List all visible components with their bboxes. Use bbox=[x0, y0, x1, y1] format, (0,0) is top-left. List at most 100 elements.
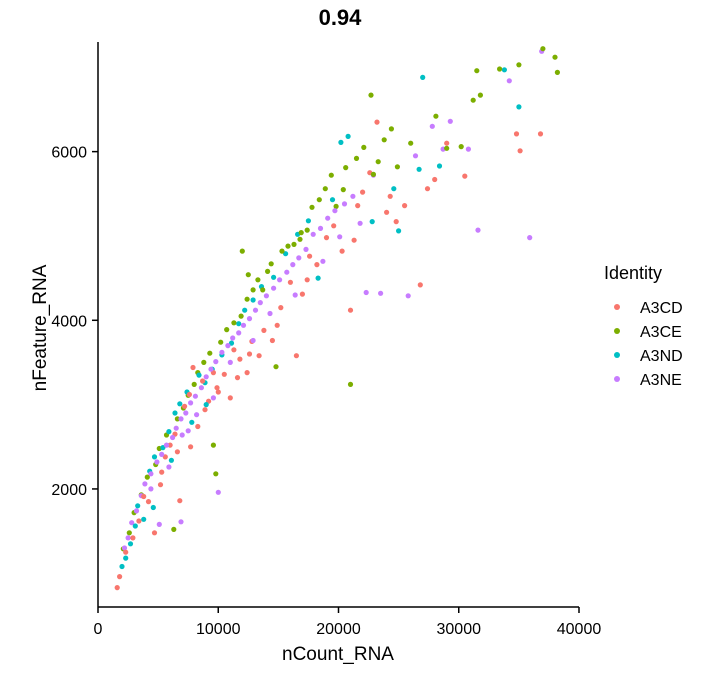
point-a3ne bbox=[363, 289, 369, 296]
legend-title: Identity bbox=[604, 263, 662, 283]
x-tick-label: 30000 bbox=[437, 621, 482, 638]
point-a3ne bbox=[337, 234, 343, 240]
point-a3nd bbox=[420, 74, 426, 80]
point-a3ce bbox=[328, 172, 334, 178]
point-a3cd bbox=[299, 291, 305, 297]
y-tick-label: 6000 bbox=[51, 145, 87, 162]
point-a3cd bbox=[261, 327, 267, 333]
point-a3nd bbox=[391, 186, 397, 192]
point-a3ce bbox=[333, 203, 339, 209]
point-a3ne bbox=[341, 201, 348, 207]
point-a3nd bbox=[436, 163, 443, 169]
point-a3cd bbox=[387, 193, 393, 199]
point-a3ce bbox=[213, 471, 219, 477]
point-a3ce bbox=[174, 416, 180, 422]
point-a3ne bbox=[236, 330, 242, 336]
point-a3ne bbox=[240, 322, 247, 328]
point-a3cd bbox=[177, 498, 183, 504]
point-a3ce bbox=[497, 66, 503, 72]
point-a3cd bbox=[221, 371, 227, 377]
point-a3ne bbox=[179, 432, 185, 438]
point-a3ce bbox=[285, 243, 291, 249]
point-a3ce bbox=[540, 46, 546, 52]
point-a3ce bbox=[210, 442, 216, 448]
point-a3cd bbox=[182, 403, 188, 409]
point-a3nd bbox=[150, 504, 156, 511]
point-a3ne bbox=[185, 428, 191, 434]
point-a3cd bbox=[351, 237, 357, 243]
point-a3cd bbox=[231, 347, 237, 353]
point-a3ce bbox=[477, 92, 483, 98]
point-a3ce bbox=[353, 155, 360, 161]
point-a3ce bbox=[238, 313, 244, 319]
point-a3nd bbox=[338, 139, 344, 145]
point-a3ne bbox=[263, 293, 269, 299]
point-a3nd bbox=[396, 228, 402, 234]
point-a3ce bbox=[554, 69, 561, 75]
point-a3ne bbox=[257, 300, 263, 306]
point-a3ne bbox=[310, 231, 316, 237]
point-a3ne bbox=[332, 208, 338, 214]
point-a3ce bbox=[297, 236, 303, 242]
point-a3nd bbox=[123, 555, 129, 561]
point-a3ne bbox=[225, 343, 231, 349]
point-a3cd bbox=[339, 248, 345, 254]
point-a3ne bbox=[252, 307, 259, 313]
point-a3ne bbox=[154, 459, 160, 465]
legend-label-a3ce: A3CE bbox=[640, 324, 682, 341]
point-a3ne bbox=[208, 366, 214, 372]
point-a3cd bbox=[417, 282, 423, 288]
point-a3ce bbox=[144, 474, 150, 480]
point-a3cd bbox=[130, 535, 136, 541]
point-a3ne bbox=[250, 337, 256, 344]
point-a3nd bbox=[369, 219, 375, 225]
point-a3ne bbox=[173, 425, 179, 431]
point-a3ne bbox=[465, 146, 471, 152]
point-a3ce bbox=[322, 186, 328, 192]
point-a3cd bbox=[117, 574, 123, 580]
point-a3cd bbox=[190, 364, 196, 371]
point-a3ne bbox=[325, 215, 331, 221]
point-a3cd bbox=[444, 140, 450, 146]
point-a3ne bbox=[292, 292, 298, 298]
point-a3ce bbox=[347, 381, 354, 387]
point-a3ce bbox=[343, 165, 349, 171]
point-a3ne bbox=[178, 519, 184, 525]
point-a3ne bbox=[183, 410, 189, 416]
point-a3ne bbox=[125, 535, 131, 541]
point-a3ne bbox=[215, 489, 221, 495]
point-a3ce bbox=[268, 261, 274, 267]
point-a3ce bbox=[388, 126, 394, 132]
point-a3ne bbox=[219, 349, 225, 355]
point-a3ce bbox=[361, 144, 367, 150]
legend: Identity A3CD A3CE A3ND A3NE bbox=[604, 263, 683, 389]
point-a3cd bbox=[214, 385, 220, 391]
point-a3ce bbox=[368, 92, 374, 98]
point-a3nd bbox=[119, 563, 125, 570]
point-a3cd bbox=[167, 442, 173, 448]
point-a3ce bbox=[244, 296, 250, 302]
point-a3nd bbox=[189, 419, 195, 425]
x-tick-label: 20000 bbox=[316, 621, 361, 638]
point-a3ce bbox=[298, 230, 304, 236]
point-a3ne bbox=[284, 269, 290, 275]
point-a3nd bbox=[151, 454, 158, 460]
point-a3ne bbox=[447, 118, 453, 124]
point-a3ce bbox=[126, 530, 132, 536]
chart-title: 0.94 bbox=[319, 5, 363, 30]
point-a3cd bbox=[234, 375, 241, 381]
point-a3nd bbox=[305, 218, 311, 224]
point-a3ne bbox=[303, 246, 309, 252]
point-a3cd bbox=[314, 262, 320, 268]
point-a3ce bbox=[171, 526, 177, 533]
x-axis-ticks: 0 10000 20000 30000 40000 bbox=[94, 607, 601, 638]
point-a3ne bbox=[192, 393, 198, 399]
legend-items: A3CD A3CE A3ND A3NE bbox=[614, 300, 683, 389]
point-a3ce bbox=[201, 359, 207, 365]
point-a3nd bbox=[168, 457, 174, 463]
point-a3cd bbox=[304, 277, 310, 283]
point-a3ce bbox=[408, 140, 414, 146]
point-a3nd bbox=[242, 307, 248, 313]
point-a3ne bbox=[188, 400, 194, 406]
point-a3nd bbox=[236, 321, 242, 327]
